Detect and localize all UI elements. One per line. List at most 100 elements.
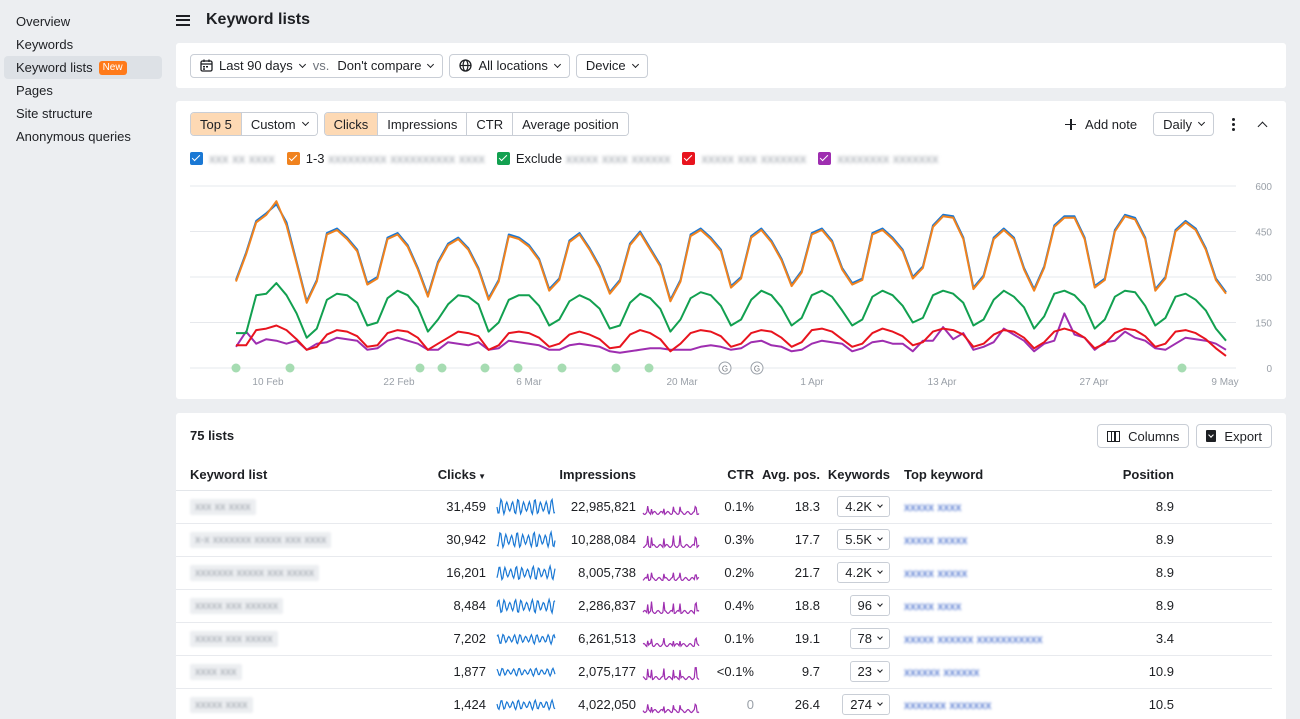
legend-item-purple[interactable]: xxxxxxxx xxxxxxx [818,151,938,166]
table-row[interactable]: xxx xx xxxx 31,459 22,985,821 0.1% 18.3 … [176,490,1272,524]
series-line[interactable] [236,282,1227,342]
annotation-dot[interactable] [437,363,447,373]
col-clicks[interactable]: Clicks ▼ [376,459,486,491]
legend-item-red[interactable]: xxxxx xxx xxxxxxx [682,151,806,166]
sidebar-item-pages[interactable]: Pages [4,79,162,102]
top-keyword-link[interactable]: xxxxx xxxxxx xxxxxxxxxxx [904,632,1043,646]
date-range-dropdown[interactable]: Last 90 days vs. Don't compare [190,53,444,78]
y-tick-label: 150 [1255,319,1272,330]
col-avg-pos[interactable]: Avg. pos. [754,459,820,491]
top-keyword-link[interactable]: xxxxx xxxxx [904,566,968,580]
chevron-down-icon [298,60,306,68]
top-keyword-cell: xxxxx xxxx [890,589,1118,623]
keyword-list-name[interactable]: xxx xx xxxx [176,490,376,524]
series-line[interactable] [236,324,1227,357]
keyword-list-name[interactable]: xxxxx xxxx [176,688,376,719]
top-keyword-link[interactable]: xxxxxx xxxxxx [904,665,980,679]
avg-pos-cell: 19.1 [754,622,820,656]
top-keyword-link[interactable]: xxxxx xxxxx [904,533,968,547]
keywords-count-dropdown[interactable]: 4.2K [837,562,890,583]
keywords-count-dropdown[interactable]: 96 [849,595,890,616]
keywords-count-dropdown[interactable]: 4.2K [837,496,890,517]
locations-dropdown[interactable]: All locations [449,53,570,78]
table-row[interactable]: xxxx xxx 1,877 2,075,177 <0.1% 9.7 23 xx… [176,655,1272,689]
avg-pos-cell: 18.3 [754,490,820,524]
sidebar-item-label: Pages [16,83,53,98]
table-row[interactable]: xxxxxxx xxxxx xxx xxxxx 16,201 8,005,738… [176,556,1272,590]
table-row[interactable]: x-x xxxxxxx xxxxx xxx xxxx 30,942 10,288… [176,523,1272,557]
annotation-dot[interactable] [513,363,523,373]
top-keyword-link[interactable]: xxxxxxx xxxxxxx [904,698,992,712]
granularity-dropdown[interactable]: Daily [1153,112,1214,136]
table-row[interactable]: xxxxx xxx xxxxxx 8,484 2,286,837 0.4% 18… [176,589,1272,623]
keyword-list-name[interactable]: xxxxxxx xxxxx xxx xxxxx [176,556,376,590]
annotation-dot[interactable] [611,363,621,373]
keywords-count-dropdown[interactable]: 274 [842,694,890,715]
lists-count: 75 lists [190,428,235,443]
top5-button[interactable]: Top 5 [191,113,241,135]
col-top-keyword[interactable]: Top keyword [890,459,1118,491]
table-row[interactable]: xxxxx xxxx 1,424 4,022,050 0 26.4 274 xx… [176,688,1272,719]
annotation-dot[interactable] [644,363,654,373]
col-position[interactable]: Position [1118,459,1174,491]
annotation-dot[interactable] [480,363,490,373]
legend-item-green[interactable]: Exclude xxxxx xxxx xxxxxx [496,151,670,166]
annotation-dot[interactable] [231,363,241,373]
annotation-dot[interactable] [1177,363,1187,373]
export-button[interactable]: Export [1196,424,1272,448]
top-keyword-link[interactable]: xxxxx xxxx [904,500,962,514]
keyword-list-name[interactable]: xxxx xxx [176,655,376,689]
position-cell: 8.9 [1118,589,1174,623]
page-header: Keyword lists [176,8,310,32]
col-keywords[interactable]: Keywords [820,459,890,491]
series-line[interactable] [235,200,1227,304]
collapse-chevron-icon[interactable] [1257,121,1268,131]
impressions-cell: 2,286,837 [556,589,636,623]
device-dropdown[interactable]: Device [575,53,648,78]
keyword-list-name[interactable]: x-x xxxxxxx xxxxx xxx xxxx [176,523,376,557]
keywords-count-dropdown[interactable]: 78 [849,628,890,649]
sidebar-item-site-structure[interactable]: Site structure [4,102,162,125]
avg-pos-cell: 18.8 [754,589,820,623]
annotation-dot[interactable] [285,363,295,373]
ctr-cell: <0.1% [702,655,754,689]
col-impressions[interactable]: Impressions [556,459,636,491]
columns-button[interactable]: Columns [1097,424,1190,448]
custom-dropdown[interactable]: Custom [240,113,317,135]
legend-label: xxxxx xxx xxxxxxx [701,151,807,166]
annotation-dot[interactable] [557,363,567,373]
tab-impressions[interactable]: Impressions [377,113,467,135]
sidebar-item-keyword-lists[interactable]: Keyword lists New [4,56,162,79]
col-keyword-list[interactable]: Keyword list [176,459,376,491]
impressions-sparkline-path [642,572,700,581]
clicks-sparkline-path [496,632,556,646]
ctr-cell: 0.2% [702,556,754,590]
col-ctr[interactable]: CTR [702,459,754,491]
legend-item-orange[interactable]: 1-3 xxxxxxxxx xxxxxxxxxx xxxx [286,151,485,166]
sort-desc-icon: ▼ [478,471,486,481]
sidebar-item-overview[interactable]: Overview [4,10,162,33]
tab-clicks[interactable]: Clicks [324,113,378,135]
checkbox-icon [190,152,203,165]
position-cell: 3.4 [1118,622,1174,656]
annotation-dot[interactable] [415,363,425,373]
top-keyword-link[interactable]: xxxxx xxxx [904,599,962,613]
google-update-marker[interactable] [718,361,732,375]
table-row[interactable]: xxxxx xxx xxxxx 7,202 6,261,513 0.1% 19.… [176,622,1272,656]
sidebar-item-keywords[interactable]: Keywords [4,33,162,56]
tab-average-position[interactable]: Average position [512,113,628,135]
keywords-count-dropdown[interactable]: 23 [849,661,890,682]
hamburger-menu-icon[interactable] [176,14,190,26]
impressions-sparkline [636,688,702,719]
tab-ctr[interactable]: CTR [466,113,513,135]
keyword-list-name[interactable]: xxxxx xxx xxxxx [176,622,376,656]
keywords-count-dropdown[interactable]: 5.5K [837,529,890,550]
google-update-marker[interactable] [750,361,764,375]
series-line[interactable] [235,312,1227,354]
more-options-icon[interactable] [1226,117,1241,131]
clicks-cell: 30,942 [376,523,486,557]
keyword-list-name[interactable]: xxxxx xxx xxxxxx [176,589,376,623]
add-note-button[interactable]: Add note [1061,117,1141,132]
legend-item-blue[interactable]: xxx xx xxxx [190,151,275,166]
sidebar-item-anonymous-queries[interactable]: Anonymous queries [4,125,162,148]
